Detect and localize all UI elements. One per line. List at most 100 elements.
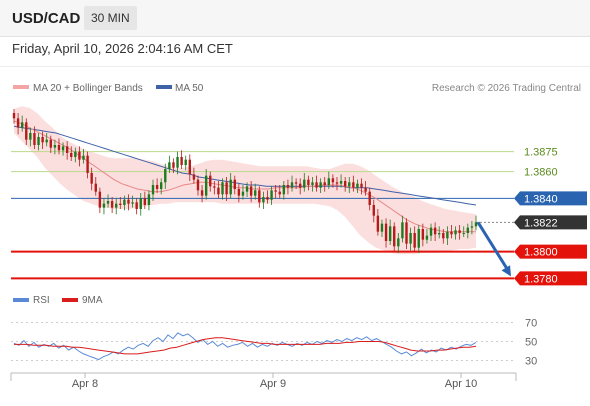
candle-body <box>286 185 290 188</box>
level-tag-bg-2 <box>514 191 587 206</box>
rsi-tick-label: 50 <box>525 337 537 349</box>
level-tag-3: 1.3822 <box>514 215 587 230</box>
candle-body <box>131 202 134 204</box>
candle-body <box>200 190 204 196</box>
rsi-tick-label: 30 <box>525 356 537 368</box>
bollinger-band <box>14 106 476 255</box>
candle-body <box>12 113 16 119</box>
candle-body <box>417 229 420 248</box>
level-tag-bg-5 <box>514 271 587 286</box>
header-bar: USD/CAD 30 MIN <box>0 0 590 37</box>
timeframe-button[interactable]: 30 MIN <box>84 6 137 30</box>
candle-body <box>115 203 118 208</box>
candle-body <box>217 187 220 195</box>
legend-label-ma20: MA 20 + Bollinger Bands <box>33 83 143 94</box>
candle-body <box>307 179 310 185</box>
candle-body <box>225 182 228 195</box>
candle-body <box>33 133 36 145</box>
candle-body <box>331 178 335 183</box>
level-label-1: 1.3860 <box>524 167 558 179</box>
candle-body <box>110 201 114 208</box>
chart-panel: MA 20 + Bollinger Bands MA 50 Research ©… <box>0 66 590 401</box>
x-tick-label: Apr 9 <box>260 378 286 390</box>
candle-body <box>319 182 322 188</box>
candle-body <box>446 231 449 239</box>
forecast-arrow-shaft <box>476 221 510 272</box>
candle-body <box>86 155 89 173</box>
candle-body <box>53 145 57 148</box>
candle-body <box>147 194 151 205</box>
candle-body <box>123 199 126 205</box>
level-tag-bg-3 <box>514 215 587 230</box>
rsi-gridlines: 70 50 30 <box>11 318 537 368</box>
candle-body <box>282 185 286 195</box>
candle-body <box>405 222 408 244</box>
candle-body <box>298 183 302 188</box>
candle-body <box>180 157 183 165</box>
candle-body <box>176 157 179 168</box>
instrument-title: USD/CAD <box>12 10 81 27</box>
legend-swatch-ma20 <box>13 85 29 89</box>
candle-body <box>384 223 388 241</box>
legend-label-9ma: 9MA <box>82 295 103 306</box>
candle-body <box>462 233 465 234</box>
candle-body <box>466 227 470 233</box>
candle-body <box>102 203 106 208</box>
candle-body <box>425 235 429 240</box>
candle-body <box>82 155 85 160</box>
candle-body <box>106 201 110 204</box>
level-label-2: 1.3840 <box>524 193 558 205</box>
rsi-tick-label: 70 <box>525 318 537 330</box>
candle-body <box>433 227 437 235</box>
candle-body <box>25 122 28 140</box>
candle-body <box>356 183 359 188</box>
candle-body <box>290 182 294 188</box>
candle-body <box>311 182 314 185</box>
candle-body <box>90 173 93 184</box>
candle-body <box>258 190 261 203</box>
candle-body <box>348 182 351 187</box>
candle-body <box>262 197 265 203</box>
candle-body <box>168 162 171 169</box>
candle-body <box>339 181 343 184</box>
candle-body <box>192 174 196 180</box>
candle-body <box>229 179 232 195</box>
candle-body <box>303 179 306 188</box>
candle-body <box>454 230 457 235</box>
candle-body <box>164 169 167 183</box>
candle-body <box>352 182 355 188</box>
ma20-line <box>13 120 476 233</box>
candle-body <box>323 182 326 185</box>
candle-body <box>421 229 425 240</box>
level-label-5: 1.3780 <box>524 273 558 285</box>
candle-body <box>70 153 73 157</box>
candle-body <box>438 233 441 235</box>
candle-body <box>442 233 445 239</box>
rsi-legend: RSI 9MA <box>13 295 103 306</box>
candle-body <box>29 133 32 140</box>
candle-body <box>458 230 461 233</box>
candle-body <box>409 233 412 244</box>
candle-body <box>327 178 331 185</box>
candle-body <box>65 146 69 153</box>
legend-swatch-9ma <box>62 298 78 302</box>
rsi-line <box>13 332 477 361</box>
candle-body <box>270 190 273 200</box>
candle-body <box>376 215 380 232</box>
candle-body <box>413 233 416 248</box>
legend-swatch-ma50 <box>156 85 172 89</box>
level-label-3: 1.3822 <box>524 217 558 229</box>
level-tag-5: 1.3780 <box>514 271 587 286</box>
report-datetime: Friday, April 10, 2026 2:04:16 AM CET <box>12 41 233 56</box>
candle-body <box>41 137 44 143</box>
candle-body <box>401 222 404 239</box>
candle-body <box>57 145 61 151</box>
legend-label-ma50: MA 50 <box>175 83 204 94</box>
x-tick-label: Apr 10 <box>445 378 477 390</box>
candle-body <box>474 222 478 227</box>
candle-body <box>184 159 187 165</box>
candle-body <box>151 185 155 195</box>
level-tag-bg-4 <box>514 244 587 259</box>
candle-body <box>196 179 200 191</box>
candle-body <box>78 151 81 160</box>
